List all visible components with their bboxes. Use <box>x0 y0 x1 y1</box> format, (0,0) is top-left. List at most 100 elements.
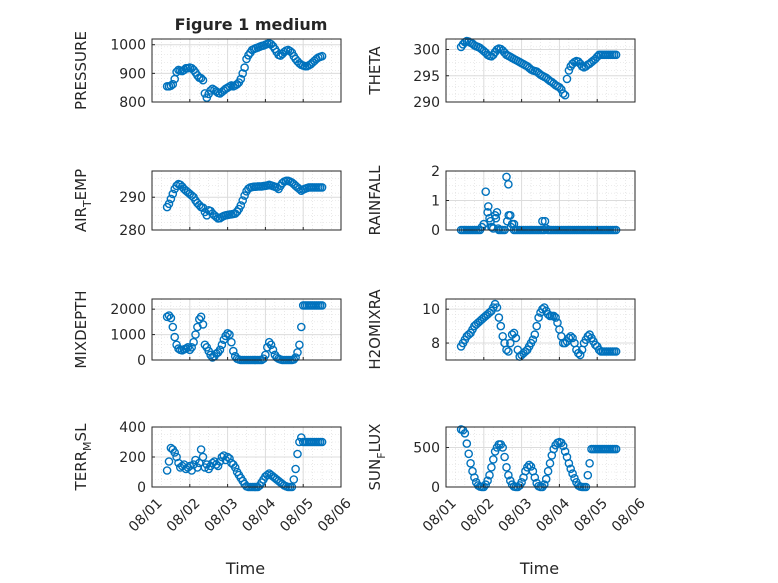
data-point <box>295 340 304 350</box>
axes-box <box>445 426 636 488</box>
data-point <box>511 333 521 343</box>
subplot-theta: 290 295 300 THETA <box>366 36 636 111</box>
data-point <box>483 476 492 486</box>
subplot-airtemp: 280 290 AIRTEMP <box>72 169 342 239</box>
data-point <box>557 85 566 94</box>
data-point <box>317 51 327 61</box>
data-point <box>538 216 547 226</box>
y-tick-label: 10 <box>422 302 440 318</box>
y-tick-label: 0 <box>137 480 146 496</box>
data-point <box>523 462 532 472</box>
data-point <box>492 207 502 217</box>
data-point <box>545 458 555 468</box>
data-point <box>166 313 176 323</box>
x-axis-label: Time <box>519 559 559 578</box>
data-point <box>483 202 493 211</box>
data-point <box>215 457 225 466</box>
y-tick-label: 0 <box>431 480 440 496</box>
data-point <box>540 480 549 489</box>
data-point <box>262 470 272 480</box>
data-point <box>500 452 509 462</box>
data-point <box>166 81 176 90</box>
data-point <box>532 321 542 331</box>
data-point <box>487 222 497 232</box>
data-point <box>191 330 200 339</box>
data-point <box>223 328 232 338</box>
figure-title: Figure 1 medium <box>175 15 328 34</box>
data-point <box>293 449 302 459</box>
data-point <box>227 337 236 347</box>
data-point <box>291 464 300 474</box>
data-point <box>317 437 327 447</box>
data-point <box>564 458 574 468</box>
y-tick-label: 0 <box>137 353 146 369</box>
y-tick-label: 295 <box>413 69 440 85</box>
data-point <box>464 449 474 459</box>
data-point <box>240 191 249 200</box>
data-point <box>189 337 198 347</box>
data-point <box>213 461 223 471</box>
data-point <box>487 462 496 472</box>
subplot-h2omixra: 8 10 H2OMIXRA <box>366 289 636 370</box>
data-point <box>230 463 240 472</box>
data-point <box>206 86 215 95</box>
data-point <box>490 447 500 456</box>
data-point <box>488 455 498 464</box>
data-point <box>534 313 543 322</box>
data-point <box>466 458 475 468</box>
data-point <box>611 347 621 356</box>
axes-box <box>151 298 342 361</box>
data-point <box>240 63 249 72</box>
y-axis-label: MIXDEPTH <box>72 290 90 368</box>
y-tick-label: 8 <box>431 336 440 352</box>
data-point <box>196 312 206 322</box>
data-point <box>266 340 276 350</box>
y-tick-label: 500 <box>413 441 440 457</box>
data-point <box>162 312 172 322</box>
data-point <box>291 353 300 362</box>
data-point <box>560 447 570 456</box>
data-point <box>568 469 577 478</box>
data-point <box>526 462 536 471</box>
data-point <box>164 457 174 466</box>
y-axis-label: H2OMIXRA <box>366 289 384 370</box>
data-point <box>198 320 208 329</box>
data-point <box>502 462 511 472</box>
subplot-mixdepth: 0 1000 2000 MIXDEPTH <box>72 290 342 369</box>
data-point <box>236 201 246 210</box>
data-point <box>504 179 513 189</box>
y-tick-label: 900 <box>119 66 146 82</box>
y-tick-label: 2 <box>431 164 440 180</box>
data-point <box>551 313 560 322</box>
y-axis-label: AIRTEMP <box>72 169 94 232</box>
subplot-rainfall: 0 1 2 RAINFALL <box>366 164 636 239</box>
data-point <box>296 322 306 332</box>
data-point <box>502 345 511 355</box>
data-point <box>502 216 512 226</box>
data-point <box>585 458 594 468</box>
data-point <box>198 452 208 462</box>
data-point <box>611 444 621 454</box>
data-point <box>168 79 178 89</box>
data-point <box>317 183 327 192</box>
data-point <box>494 313 504 322</box>
data-point <box>524 460 534 470</box>
axes-box <box>151 38 342 103</box>
axes-box <box>445 38 636 103</box>
data-point <box>223 452 232 462</box>
y-axis-label: SUNFLUX <box>366 424 388 491</box>
data-point <box>541 474 551 484</box>
data-point <box>566 464 576 474</box>
y-axis-label: RAINFALL <box>366 165 384 236</box>
data-point <box>187 342 196 352</box>
data-point <box>172 67 181 77</box>
data-point <box>530 473 540 482</box>
data-point <box>564 333 574 343</box>
data-point <box>236 74 246 84</box>
data-point <box>162 466 172 475</box>
y-tick-label: 300 <box>413 43 440 59</box>
data-point <box>225 330 234 339</box>
data-point <box>558 89 568 98</box>
data-point <box>164 199 174 209</box>
axes-box <box>445 298 636 361</box>
